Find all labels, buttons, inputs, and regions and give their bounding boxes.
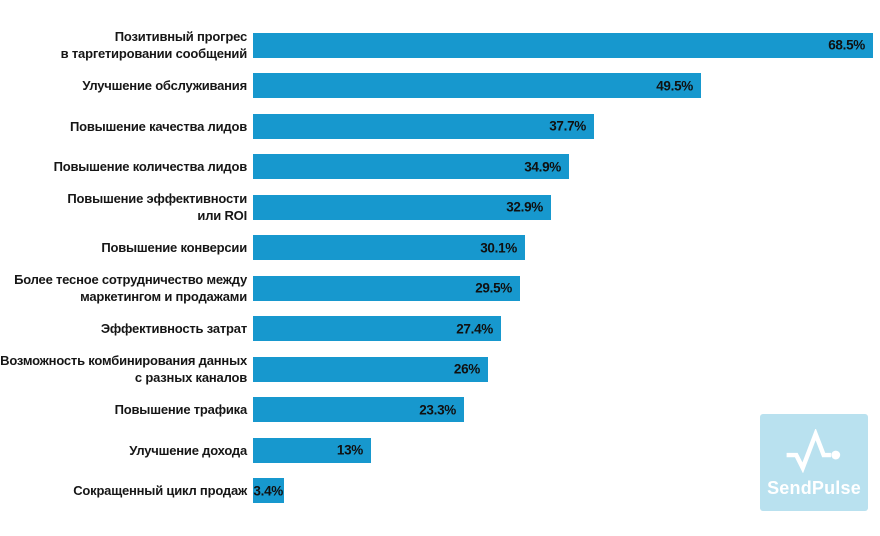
bar-area: 13%: [247, 437, 880, 463]
value-label: 34.9%: [524, 159, 561, 175]
value-label: 68.5%: [828, 37, 865, 53]
bar: 23.3%: [253, 397, 464, 423]
bar-area: 32.9%: [247, 194, 880, 220]
bar: 32.9%: [253, 194, 551, 220]
value-label: 49.5%: [656, 78, 693, 94]
bar: 13%: [253, 437, 371, 463]
bar-area: 3.4%: [247, 478, 880, 504]
category-label: Повышение трафика: [114, 402, 248, 418]
bar: 30.1%: [253, 235, 525, 261]
bar: 27.4%: [253, 316, 501, 342]
bar: 26%: [253, 356, 488, 382]
bar-row: Возможность комбинирования данных с разн…: [0, 349, 880, 390]
bar-row: Более тесное сотрудничество между маркет…: [0, 268, 880, 309]
bar-area: 37.7%: [247, 113, 880, 139]
bar: 34.9%: [253, 154, 569, 180]
value-label: 32.9%: [506, 199, 543, 215]
category-label: Улучшение дохода: [129, 442, 247, 458]
category-label: Эффективность затрат: [100, 321, 247, 337]
value-label: 3.4%: [253, 483, 283, 499]
bar-row: Повышение количества лидов 34.9%: [0, 147, 880, 188]
value-label: 23.3%: [419, 402, 456, 418]
bar-row: Повышение трафика 23.3%: [0, 390, 880, 431]
category-label: Улучшение обслуживания: [82, 78, 247, 94]
bar-row: Позитивный прогрес в таргетировании сооб…: [0, 25, 880, 66]
value-label: 29.5%: [475, 280, 512, 296]
category-label: Позитивный прогрес в таргетировании сооб…: [60, 29, 248, 62]
bar-row: Повышение эффективности или ROI 32.9%: [0, 187, 880, 228]
pulse-icon: [786, 429, 841, 473]
category-label: Возможность комбинирования данных с разн…: [0, 353, 247, 386]
category-label: Повышение эффективности или ROI: [67, 191, 247, 224]
value-label: 30.1%: [480, 240, 517, 256]
bar-area: 27.4%: [247, 316, 880, 342]
category-label: Повышение качества лидов: [69, 118, 247, 134]
bar-row: Сокращенный цикл продаж 3.4%: [0, 471, 880, 512]
category-label: Повышение количества лидов: [53, 159, 248, 175]
bar-row: Повышение качества лидов 37.7%: [0, 106, 880, 147]
bar: 68.5%: [253, 32, 873, 58]
bar-row: Повышение конверсии 30.1%: [0, 228, 880, 269]
category-label: Повышение конверсии: [101, 240, 247, 256]
bar-row: Улучшение дохода 13%: [0, 430, 880, 471]
bar-area: 29.5%: [247, 275, 880, 301]
bar-area: 68.5%: [247, 32, 880, 58]
bar: 29.5%: [253, 275, 520, 301]
bar-row: Эффективность затрат 27.4%: [0, 309, 880, 350]
bar-area: 23.3%: [247, 397, 880, 423]
bar-area: 34.9%: [247, 154, 880, 180]
category-label: Более тесное сотрудничество между маркет…: [14, 272, 247, 305]
bar-row: Улучшение обслуживания 49.5%: [0, 66, 880, 107]
logo-text: SendPulse: [767, 478, 861, 498]
bar: 37.7%: [253, 113, 594, 139]
bar-area: 26%: [247, 356, 880, 382]
category-label: Сокращенный цикл продаж: [73, 483, 247, 499]
bar-area: 30.1%: [247, 235, 880, 261]
value-label: 13%: [336, 442, 363, 458]
bar: 3.4%: [253, 478, 284, 504]
bar-chart: Позитивный прогрес в таргетировании сооб…: [0, 25, 880, 511]
value-label: 37.7%: [549, 118, 586, 134]
sendpulse-logo: SendPulse: [760, 414, 868, 511]
value-label: 26%: [453, 361, 480, 377]
bar: 49.5%: [253, 73, 701, 99]
value-label: 27.4%: [456, 321, 493, 337]
bar-area: 49.5%: [247, 73, 880, 99]
